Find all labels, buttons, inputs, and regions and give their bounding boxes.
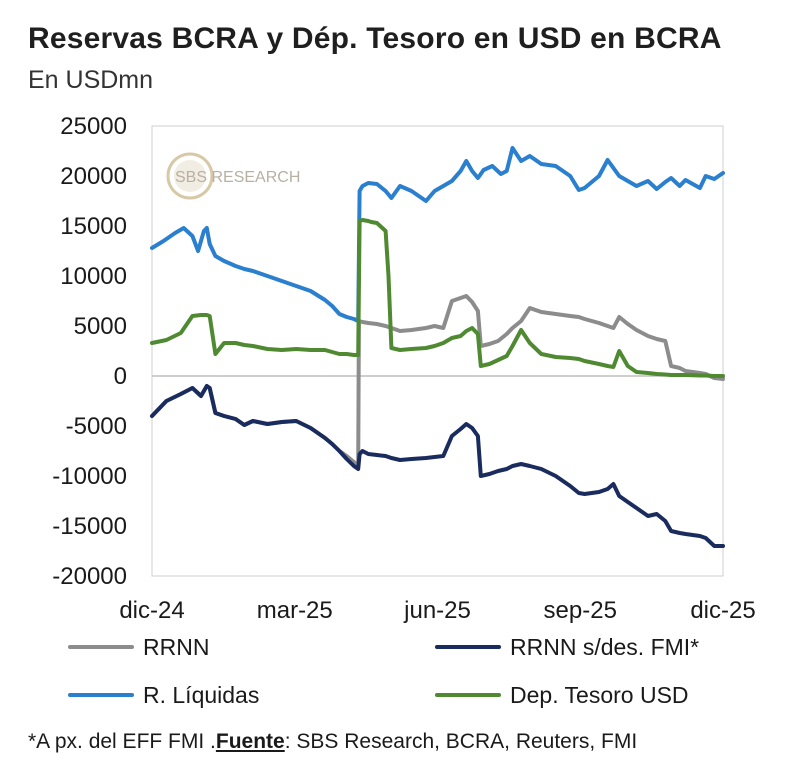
- footnote-prefix: *A px. del EFF FMI .: [28, 730, 216, 753]
- series-line: [150, 384, 725, 548]
- footnote-source-text: : SBS Research, BCRA, Reuters, FMI: [284, 730, 638, 753]
- footnote: *A px. del EFF FMI .Fuente: SBS Research…: [28, 730, 637, 754]
- watermark-logo: SBS RESEARCH: [166, 152, 300, 200]
- watermark-disc: [174, 160, 206, 192]
- x-tick-label: jun-25: [403, 597, 471, 624]
- series-line: [150, 146, 725, 323]
- chart-subtitle: En USDmn: [28, 66, 154, 94]
- x-tick-label: dic-25: [690, 597, 755, 624]
- series-line: [150, 294, 725, 468]
- chart-title: Reservas BCRA y Dép. Tesoro en USD en BC…: [28, 22, 722, 55]
- y-tick-label: -15000: [52, 513, 127, 540]
- series-line: [150, 218, 725, 378]
- chart-svg: SBS RESEARCH 25000 20000 15000 10000 5000 0 -5…: [52, 113, 755, 708]
- watermark-text: SBS RESEARCH: [175, 169, 300, 186]
- y-axis: 25000 20000 15000 10000 5000 0 -5000 -10000 -150…: [52, 113, 127, 590]
- x-tick-label: mar-25: [257, 597, 333, 624]
- y-tick-label: -5000: [66, 413, 127, 440]
- series-lines: [150, 146, 725, 548]
- x-tick-label: dic-24: [119, 597, 184, 624]
- y-tick-label: 5000: [74, 313, 127, 340]
- x-tick-label: sep-25: [544, 597, 617, 624]
- y-tick-label: 25000: [60, 113, 127, 140]
- y-tick-label: -10000: [52, 463, 127, 490]
- footnote-source-label: Fuente: [215, 730, 285, 753]
- y-tick-label: 0: [114, 363, 127, 390]
- y-tick-label: 15000: [60, 213, 127, 240]
- legend-label: Dep. Tesoro USD: [510, 682, 689, 708]
- legend-label: RRNN: [143, 634, 209, 660]
- watermark-ring: [166, 152, 214, 200]
- legend-label: R. Líquidas: [143, 682, 259, 708]
- y-tick-label: 20000: [60, 163, 127, 190]
- legend: RRNN RRNN s/des. FMI* R. Líquidas Dep. Teso…: [68, 634, 699, 708]
- y-tick-label: 10000: [60, 263, 127, 290]
- x-axis: dic-24 mar-25 jun-25 sep-25 dic-25: [119, 597, 755, 624]
- plot-frame: [151, 125, 724, 577]
- legend-label: RRNN s/des. FMI*: [510, 634, 699, 660]
- y-tick-label: -20000: [52, 563, 127, 590]
